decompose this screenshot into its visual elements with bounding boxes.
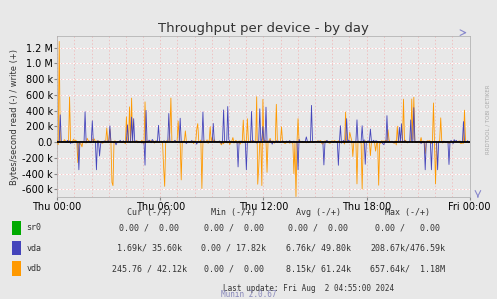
Y-axis label: Bytes/second read (-) / write (+): Bytes/second read (-) / write (+) [10, 49, 19, 184]
Text: 8.15k/ 61.24k: 8.15k/ 61.24k [286, 264, 350, 273]
Title: Throughput per device - by day: Throughput per device - by day [158, 22, 369, 35]
Text: 208.67k/476.59k: 208.67k/476.59k [370, 244, 445, 253]
Text: Avg (-/+): Avg (-/+) [296, 208, 340, 216]
Text: 0.00 /  0.00: 0.00 / 0.00 [288, 223, 348, 232]
Bar [12, 241, 21, 255]
Text: 0.00 /  0.00: 0.00 / 0.00 [204, 264, 263, 273]
Bar [12, 261, 21, 276]
Text: RRDTOOL / TOBI OETIKER: RRDTOOL / TOBI OETIKER [486, 85, 491, 154]
Text: sr0: sr0 [26, 223, 41, 232]
Text: 0.00 /   0.00: 0.00 / 0.00 [375, 223, 440, 232]
Text: 0.00 /  0.00: 0.00 / 0.00 [119, 223, 179, 232]
Text: 0.00 /  0.00: 0.00 / 0.00 [204, 223, 263, 232]
Text: Munin 2.0.67: Munin 2.0.67 [221, 290, 276, 299]
Text: 6.76k/ 49.80k: 6.76k/ 49.80k [286, 244, 350, 253]
Text: Max (-/+): Max (-/+) [385, 208, 430, 216]
Bar [12, 221, 21, 235]
Text: Min (-/+): Min (-/+) [211, 208, 256, 216]
Text: vda: vda [26, 244, 41, 253]
Text: vdb: vdb [26, 264, 41, 273]
Text: Last update: Fri Aug  2 04:55:00 2024: Last update: Fri Aug 2 04:55:00 2024 [223, 284, 394, 293]
Text: 1.69k/ 35.60k: 1.69k/ 35.60k [117, 244, 181, 253]
Text: 245.76 / 42.12k: 245.76 / 42.12k [112, 264, 186, 273]
Text: 0.00 / 17.82k: 0.00 / 17.82k [201, 244, 266, 253]
Text: Cur (-/+): Cur (-/+) [127, 208, 171, 216]
Text: 657.64k/  1.18M: 657.64k/ 1.18M [370, 264, 445, 273]
